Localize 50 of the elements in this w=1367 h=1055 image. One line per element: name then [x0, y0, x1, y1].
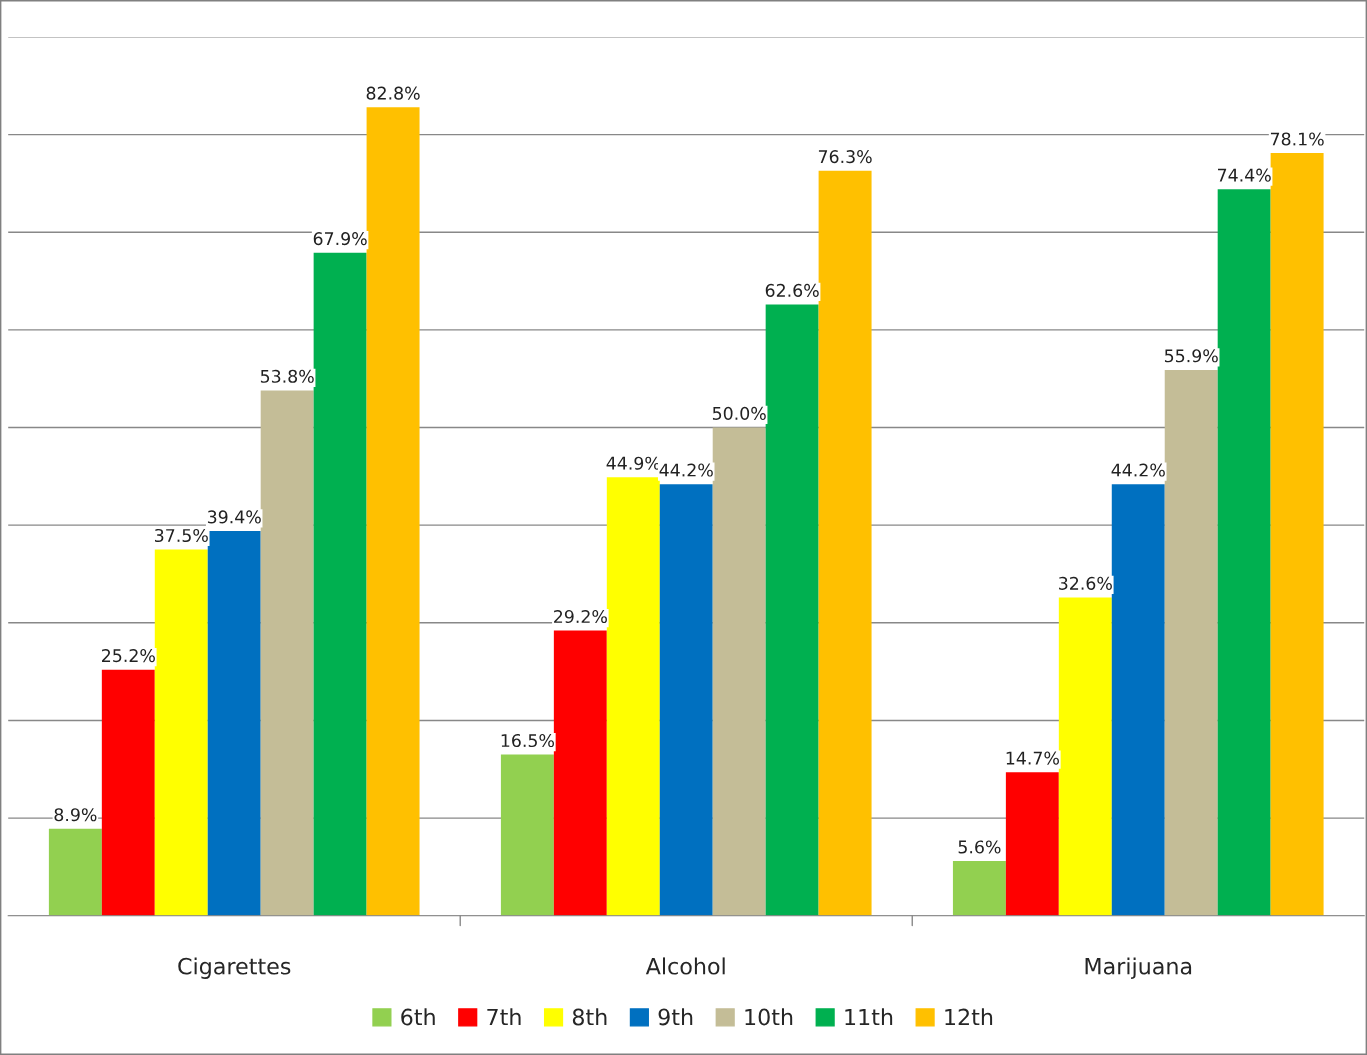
- data-label: 44.9%: [606, 456, 660, 470]
- data-label: 50.0%: [712, 406, 766, 420]
- legend-label: 12th: [945, 1008, 993, 1026]
- bar: [101, 669, 155, 916]
- legend-label: 6th: [401, 1008, 435, 1026]
- data-label: 32.6%: [1059, 576, 1112, 590]
- bar: [154, 549, 208, 916]
- data-label: 74.4%: [1218, 168, 1271, 182]
- data-label: 44.2%: [1111, 463, 1165, 477]
- data-label: 25.2%: [102, 649, 155, 663]
- legend-label: 8th: [572, 1008, 607, 1026]
- bar: [48, 828, 102, 916]
- data-label: 62.6%: [765, 283, 819, 297]
- bar: [712, 427, 766, 916]
- bar: [1058, 597, 1112, 916]
- x-tick-label: Marijuana: [1085, 957, 1192, 979]
- legend-label: 10th: [745, 1008, 793, 1026]
- x-tick-label: Cigarettes: [178, 957, 291, 979]
- bar: [1270, 153, 1324, 916]
- bar: [765, 304, 819, 916]
- bar: [366, 107, 420, 916]
- bar: [260, 390, 314, 916]
- x-tick-label: Alcohol: [645, 957, 725, 975]
- data-label: 5.6%: [958, 840, 1001, 854]
- data-label: 76.3%: [818, 150, 872, 164]
- bar: [1111, 484, 1165, 916]
- data-label: 14.7%: [1006, 751, 1059, 765]
- data-label: 16.5%: [501, 733, 554, 748]
- data-label: 37.5%: [155, 528, 208, 543]
- data-label: 44.2%: [659, 463, 713, 477]
- bar: [659, 484, 713, 916]
- data-label: 78.1%: [1270, 132, 1324, 146]
- data-label: 39.4%: [207, 510, 261, 524]
- data-label: 29.2%: [554, 609, 607, 624]
- bar: [1005, 772, 1059, 916]
- bar: [1217, 189, 1271, 916]
- bar: [1164, 369, 1218, 916]
- data-label: 53.8%: [260, 369, 314, 383]
- legend-label: 9th: [658, 1008, 693, 1026]
- bar: [952, 861, 1006, 916]
- data-label: 67.9%: [313, 232, 367, 246]
- data-label: 82.8%: [366, 86, 420, 100]
- legend-label: 7th: [487, 1008, 521, 1026]
- bar: [207, 531, 261, 916]
- data-label: 8.9%: [54, 808, 97, 822]
- bar: [500, 754, 554, 916]
- bar: [818, 170, 872, 916]
- legend-label: 11th: [845, 1008, 893, 1026]
- bar: [606, 477, 660, 916]
- data-label: 55.9%: [1164, 349, 1218, 363]
